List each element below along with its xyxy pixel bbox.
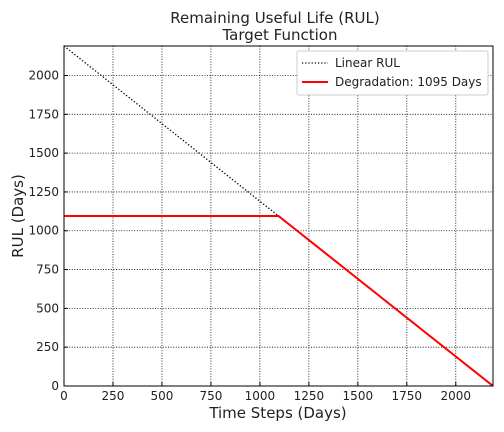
legend: Linear RUL Degradation: 1095 Days xyxy=(296,50,489,96)
y-tick-label: 500 xyxy=(36,301,59,315)
chart-title-line-2: Target Function xyxy=(222,26,338,44)
y-tick-label: 1250 xyxy=(28,185,59,199)
y-tick-label: 1500 xyxy=(28,146,59,160)
legend-label-linear-rul: Linear RUL xyxy=(335,56,400,70)
x-tick-label: 500 xyxy=(150,389,173,403)
x-tick-label: 0 xyxy=(60,389,68,403)
plot-frame xyxy=(63,45,494,387)
axis-ticks: 0 250 500 750 1000 1250 1500 1750 2000 0 250 500 750… xyxy=(28,68,471,403)
series-degradation xyxy=(64,215,494,387)
x-tick-label: 1000 xyxy=(245,389,276,403)
y-tick-label: 2000 xyxy=(28,68,59,82)
x-tick-label: 1750 xyxy=(392,389,423,403)
y-tick-label: 750 xyxy=(36,263,59,277)
legend-box xyxy=(296,50,489,96)
chart-title-line-1: Remaining Useful Life (RUL) xyxy=(170,9,379,27)
x-tick-label: 2000 xyxy=(441,389,472,403)
x-tick-label: 750 xyxy=(199,389,222,403)
x-tick-label: 250 xyxy=(102,389,125,403)
legend-label-degradation: Degradation: 1095 Days xyxy=(335,75,482,89)
y-tick-label: 250 xyxy=(36,340,59,354)
y-axis-label: RUL (Days) xyxy=(9,174,27,258)
x-tick-label: 1250 xyxy=(294,389,325,403)
x-axis-label: Time Steps (Days) xyxy=(208,404,346,422)
y-tick-label: 1000 xyxy=(28,224,59,238)
x-tick-label: 1500 xyxy=(343,389,374,403)
y-tick-label: 1750 xyxy=(28,107,59,121)
y-tick-label: 0 xyxy=(51,379,59,393)
plot-series xyxy=(63,45,494,387)
